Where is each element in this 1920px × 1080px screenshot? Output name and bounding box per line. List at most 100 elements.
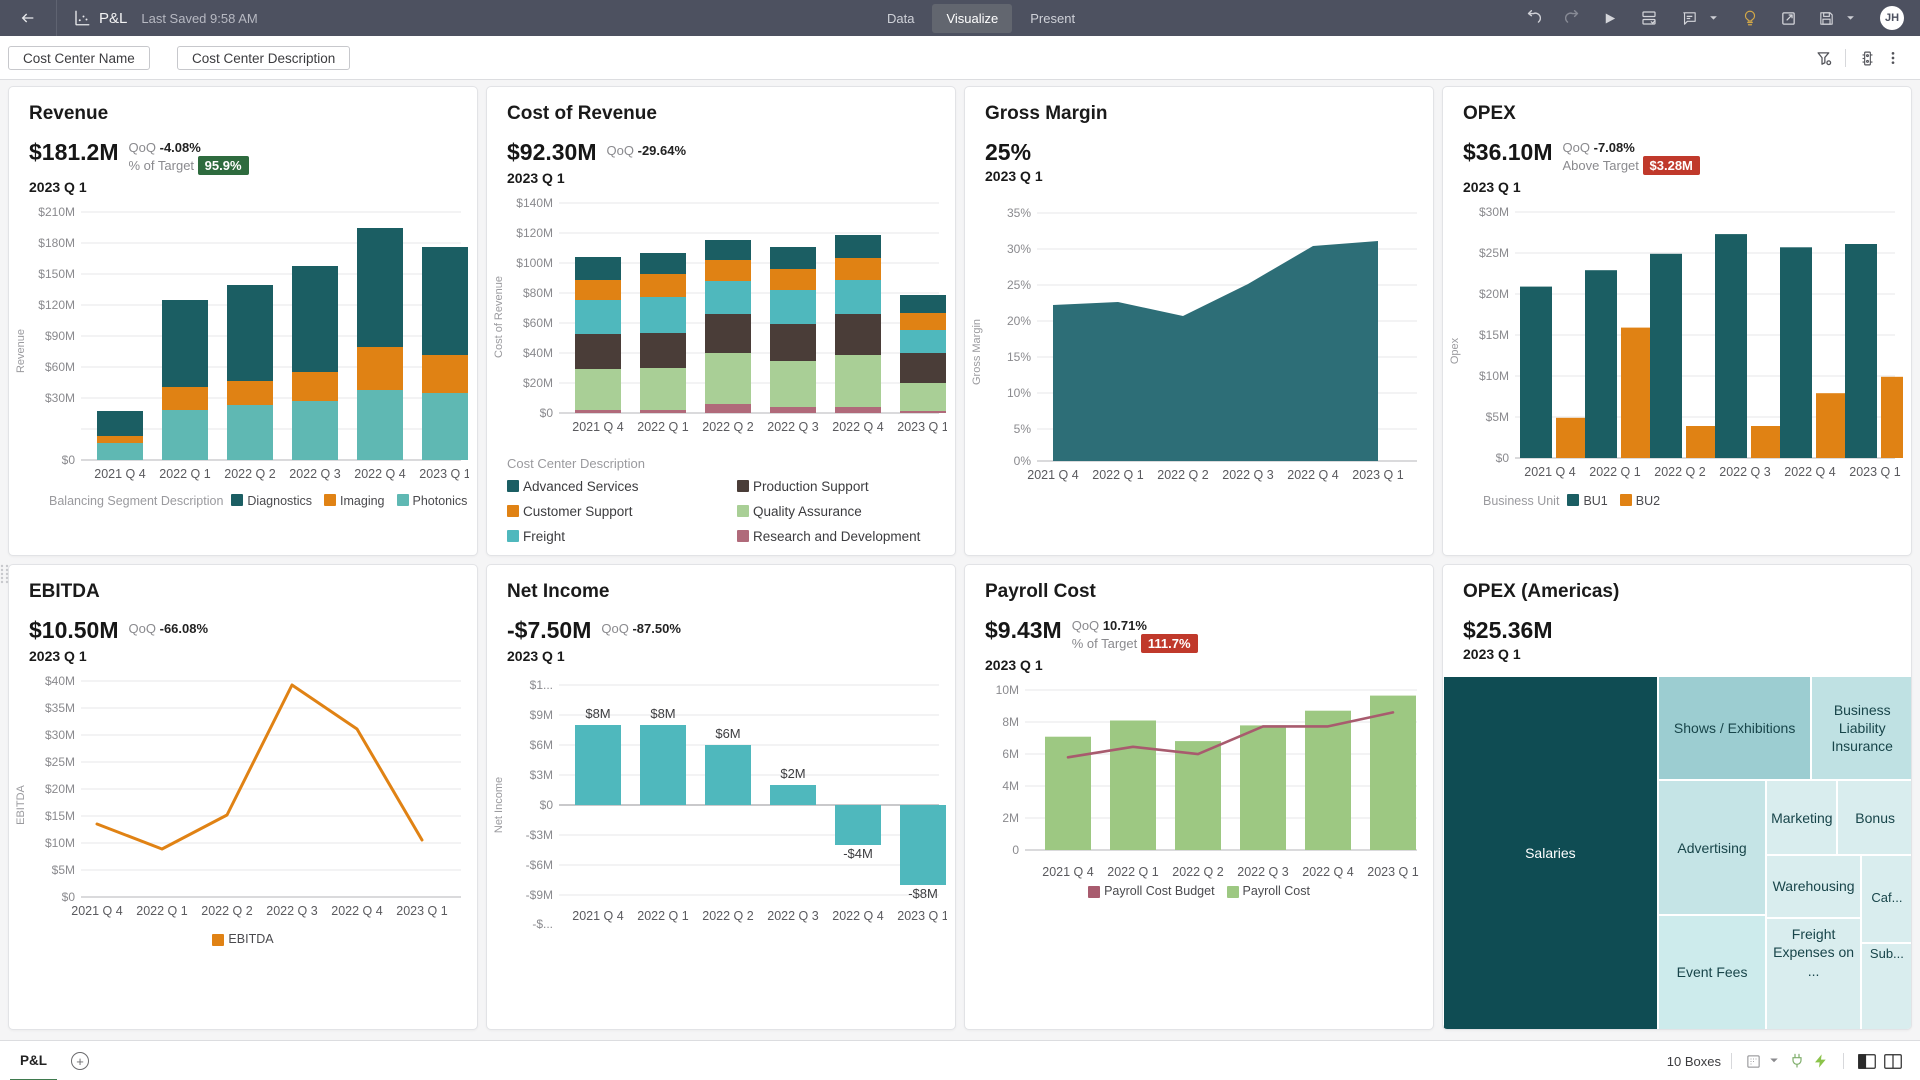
svg-text:-$4M: -$4M: [843, 846, 873, 861]
svg-text:$140M: $140M: [516, 196, 553, 210]
svg-text:$30M: $30M: [45, 728, 75, 742]
svg-text:2021 Q 4: 2021 Q 4: [1524, 465, 1575, 479]
svg-text:2022 Q 3: 2022 Q 3: [767, 909, 818, 923]
svg-text:2022 Q 3: 2022 Q 3: [1719, 465, 1770, 479]
svg-text:2023 Q 1: 2023 Q 1: [1849, 465, 1900, 479]
svg-text:$3M: $3M: [530, 768, 553, 782]
svg-text:$80M: $80M: [523, 286, 553, 300]
svg-text:$8M: $8M: [650, 706, 675, 721]
svg-text:-$9M: -$9M: [526, 888, 553, 902]
svg-text:2021 Q 4: 2021 Q 4: [572, 909, 623, 923]
svg-text:$6M: $6M: [530, 738, 553, 752]
svg-text:2022 Q 4: 2022 Q 4: [832, 420, 883, 434]
svg-text:2023 Q 1: 2023 Q 1: [396, 904, 447, 918]
svg-text:$60M: $60M: [45, 360, 75, 374]
svg-text:$210M: $210M: [38, 205, 75, 219]
svg-text:4M: 4M: [1002, 779, 1019, 793]
svg-text:2022 Q 4: 2022 Q 4: [1287, 468, 1338, 482]
svg-text:$100M: $100M: [516, 256, 553, 270]
svg-text:$120M: $120M: [38, 298, 75, 312]
svg-text:2022 Q 4: 2022 Q 4: [354, 467, 405, 481]
svg-text:$1...: $1...: [530, 678, 553, 692]
svg-text:20%: 20%: [1007, 314, 1031, 328]
svg-text:$9M: $9M: [530, 708, 553, 722]
svg-text:$30M: $30M: [1479, 205, 1509, 219]
svg-text:$20M: $20M: [45, 782, 75, 796]
svg-text:$20M: $20M: [523, 376, 553, 390]
svg-text:2022 Q 4: 2022 Q 4: [331, 904, 382, 918]
svg-text:2022 Q 2: 2022 Q 2: [201, 904, 252, 918]
svg-text:2023 Q 1: 2023 Q 1: [419, 467, 469, 481]
svg-text:2022 Q 2: 2022 Q 2: [224, 467, 275, 481]
svg-text:15%: 15%: [1007, 350, 1031, 364]
svg-text:$35M: $35M: [45, 701, 75, 715]
svg-text:$0: $0: [540, 406, 554, 420]
svg-text:$150M: $150M: [38, 267, 75, 281]
svg-text:$120M: $120M: [516, 226, 553, 240]
svg-text:$0: $0: [62, 453, 76, 467]
svg-text:$5M: $5M: [52, 863, 75, 877]
svg-text:2023 Q 1: 2023 Q 1: [1352, 468, 1403, 482]
svg-text:$15M: $15M: [45, 809, 75, 823]
svg-text:-$6M: -$6M: [526, 858, 553, 872]
svg-text:2022 Q 3: 2022 Q 3: [289, 467, 340, 481]
svg-text:2022 Q 1: 2022 Q 1: [159, 467, 210, 481]
svg-text:35%: 35%: [1007, 206, 1031, 220]
svg-text:2022 Q 2: 2022 Q 2: [1157, 468, 1208, 482]
svg-text:2021 Q 4: 2021 Q 4: [1027, 468, 1078, 482]
svg-text:2021 Q 4: 2021 Q 4: [572, 420, 623, 434]
svg-text:$0: $0: [62, 890, 76, 904]
svg-text:$30M: $30M: [45, 391, 75, 405]
svg-text:$25M: $25M: [45, 755, 75, 769]
svg-text:2021 Q 4: 2021 Q 4: [71, 904, 122, 918]
svg-text:2022 Q 4: 2022 Q 4: [832, 909, 883, 923]
svg-text:2022 Q 1: 2022 Q 1: [1092, 468, 1143, 482]
svg-text:2022 Q 1: 2022 Q 1: [637, 909, 688, 923]
svg-text:5%: 5%: [1014, 422, 1032, 436]
svg-text:-$3M: -$3M: [526, 828, 553, 842]
svg-text:30%: 30%: [1007, 242, 1031, 256]
svg-text:2022 Q 1: 2022 Q 1: [1589, 465, 1640, 479]
svg-text:$6M: $6M: [715, 726, 740, 741]
svg-text:$60M: $60M: [523, 316, 553, 330]
svg-text:$10M: $10M: [1479, 369, 1509, 383]
svg-text:2022 Q 3: 2022 Q 3: [767, 420, 818, 434]
svg-text:2022 Q 1: 2022 Q 1: [136, 904, 187, 918]
svg-text:10%: 10%: [1007, 386, 1031, 400]
svg-text:0%: 0%: [1014, 454, 1032, 468]
svg-text:$15M: $15M: [1479, 328, 1509, 342]
svg-text:2022 Q 1: 2022 Q 1: [1107, 865, 1158, 879]
svg-text:2M: 2M: [1002, 811, 1019, 825]
svg-text:-$...: -$...: [532, 917, 553, 931]
svg-text:2022 Q 2: 2022 Q 2: [1654, 465, 1705, 479]
svg-text:-$8M: -$8M: [908, 886, 938, 901]
svg-text:$5M: $5M: [1486, 410, 1509, 424]
svg-text:$40M: $40M: [45, 674, 75, 688]
svg-text:$90M: $90M: [45, 329, 75, 343]
svg-text:$0: $0: [540, 798, 554, 812]
svg-text:2023 Q 1: 2023 Q 1: [897, 909, 947, 923]
svg-text:2022 Q 4: 2022 Q 4: [1302, 865, 1353, 879]
svg-text:$0: $0: [1496, 451, 1510, 465]
svg-text:2022 Q 2: 2022 Q 2: [702, 909, 753, 923]
svg-text:2023 Q 1: 2023 Q 1: [1367, 865, 1418, 879]
svg-text:2021 Q 4: 2021 Q 4: [94, 467, 145, 481]
svg-text:2022 Q 3: 2022 Q 3: [266, 904, 317, 918]
svg-text:25%: 25%: [1007, 278, 1031, 292]
svg-text:2022 Q 1: 2022 Q 1: [637, 420, 688, 434]
svg-text:$10M: $10M: [45, 836, 75, 850]
svg-text:2022 Q 3: 2022 Q 3: [1237, 865, 1288, 879]
svg-text:2022 Q 3: 2022 Q 3: [1222, 468, 1273, 482]
svg-text:10M: 10M: [996, 683, 1019, 697]
svg-text:$180M: $180M: [38, 236, 75, 250]
svg-text:0: 0: [1012, 843, 1019, 857]
svg-text:$20M: $20M: [1479, 287, 1509, 301]
svg-text:8M: 8M: [1002, 715, 1019, 729]
svg-text:2022 Q 2: 2022 Q 2: [1172, 865, 1223, 879]
svg-text:$8M: $8M: [585, 706, 610, 721]
svg-text:2022 Q 4: 2022 Q 4: [1784, 465, 1835, 479]
svg-text:$2M: $2M: [780, 766, 805, 781]
svg-text:$40M: $40M: [523, 346, 553, 360]
svg-text:2022 Q 2: 2022 Q 2: [702, 420, 753, 434]
svg-text:2023 Q 1: 2023 Q 1: [897, 420, 947, 434]
